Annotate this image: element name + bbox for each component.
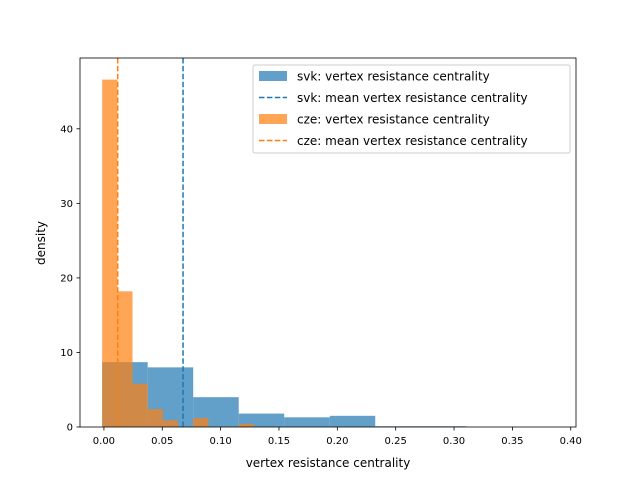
legend-swatch (259, 114, 287, 124)
legend-label: cze: mean vertex resistance centrality (297, 134, 528, 148)
y-tick-label: 10 (60, 348, 73, 359)
y-tick-label: 0 (67, 423, 73, 434)
plot-frame (79, 57, 577, 428)
bar (238, 413, 285, 427)
legend: svk: vertex resistance centrality svk: me… (252, 64, 571, 154)
legend-swatch (259, 71, 287, 81)
legend-box (252, 64, 571, 154)
y-tick-label: 30 (60, 199, 73, 210)
bar (132, 383, 148, 427)
x-axis-label: vertex resistance centrality (246, 456, 411, 470)
axes: 0.00 0.05 0.10 0.15 0.20 0.25 0.30 0.35 0.40 0 10 2… (60, 57, 582, 447)
legend-label: svk: vertex resistance centrality (297, 70, 490, 84)
bar (117, 291, 133, 427)
bar (284, 417, 330, 427)
bar (238, 424, 254, 427)
x-tick-label: 0.25 (385, 436, 407, 447)
mean-lines (116, 58, 184, 427)
bar (193, 418, 209, 427)
legend-label: cze: vertex resistance centrality (297, 113, 490, 127)
legend-label: svk: mean vertex resistance centrality (297, 91, 528, 105)
x-tick-label: 0.35 (501, 436, 523, 447)
bar (329, 415, 376, 427)
x-tick-label: 0.30 (443, 436, 465, 447)
y-tick-label: 40 (60, 124, 73, 135)
bar (147, 409, 163, 427)
x-tick-label: 0.05 (151, 436, 173, 447)
histogram-bars (102, 79, 467, 428)
x-tick-label: 0.40 (560, 436, 582, 447)
bar (162, 420, 179, 427)
bar (102, 79, 118, 428)
x-tick-label: 0.00 (93, 436, 115, 447)
x-tick-label: 0.20 (326, 436, 348, 447)
y-axis-label: density (34, 221, 48, 265)
x-tick-label: 0.10 (209, 436, 231, 447)
x-tick-label: 0.15 (268, 436, 290, 447)
series-1-bars (102, 79, 254, 428)
y-tick-label: 20 (60, 273, 73, 284)
